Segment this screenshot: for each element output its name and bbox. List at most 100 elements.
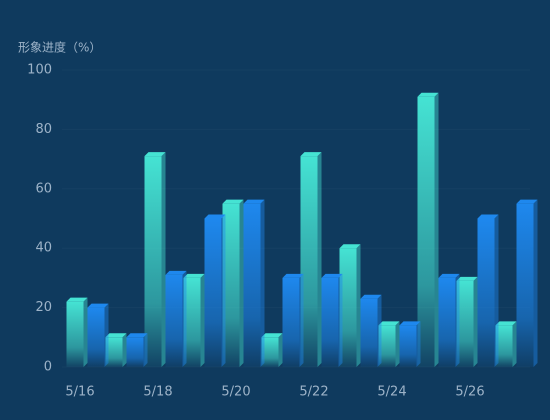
bar <box>87 307 105 367</box>
bar <box>144 156 162 367</box>
x-tick-label: 5/26 <box>455 385 484 400</box>
bar-group <box>66 297 88 367</box>
bar-side <box>182 270 187 367</box>
bar <box>222 203 240 367</box>
bar <box>282 277 300 367</box>
bar-side <box>395 321 400 367</box>
bar-group <box>105 333 127 367</box>
bar-group <box>204 214 226 367</box>
bar-top <box>378 321 400 326</box>
bar-side <box>122 333 127 367</box>
x-tick-label: 5/20 <box>221 385 250 400</box>
bar <box>417 96 435 367</box>
bar-top <box>165 270 187 275</box>
bar-group <box>399 321 421 367</box>
bar-side <box>83 297 88 367</box>
bar-side <box>356 244 361 367</box>
bar-side <box>416 321 421 367</box>
bar-top <box>321 273 343 278</box>
y-tick-label: 20 <box>35 300 52 315</box>
bar-side <box>161 152 166 367</box>
bar-top <box>183 273 205 278</box>
bar-group <box>378 321 400 367</box>
bar-group <box>438 273 460 367</box>
bar-top <box>339 244 361 249</box>
bar <box>204 218 222 367</box>
bar-side <box>317 152 322 367</box>
bar-group <box>87 303 109 367</box>
bar-group <box>300 152 322 367</box>
bar <box>300 156 318 367</box>
bar-side <box>260 199 265 367</box>
bar <box>321 277 339 367</box>
bar-group <box>144 152 166 367</box>
bar-group <box>477 214 499 367</box>
y-tick-label: 40 <box>35 241 52 256</box>
bar-group <box>516 199 538 367</box>
bar-top <box>282 273 304 278</box>
bar-group <box>417 92 439 367</box>
bar-side <box>104 303 109 367</box>
bar-side <box>338 273 343 367</box>
y-tick-label: 60 <box>35 181 52 196</box>
x-tick-label: 5/22 <box>299 385 328 400</box>
bar <box>165 274 183 367</box>
bar <box>105 337 123 367</box>
bar-top <box>144 152 166 157</box>
bar-top <box>495 321 517 326</box>
bar <box>66 301 84 367</box>
bar-group <box>126 333 148 367</box>
bar <box>339 248 357 367</box>
bar <box>438 277 456 367</box>
bar-side <box>494 214 499 367</box>
bar-group <box>456 276 478 367</box>
bar-side <box>239 199 244 367</box>
bar-top <box>516 199 538 204</box>
bar-top <box>300 152 322 157</box>
bar-top <box>477 214 499 219</box>
bar-top <box>360 294 382 299</box>
bar <box>456 280 474 367</box>
x-tick-label: 5/16 <box>65 385 94 400</box>
bar-top <box>243 199 265 204</box>
bar-top <box>105 333 127 338</box>
bar-group <box>360 294 382 367</box>
bar-group <box>339 244 361 367</box>
bar-group <box>165 270 187 367</box>
bar <box>516 203 534 367</box>
bar <box>477 218 495 367</box>
bar-side <box>377 294 382 367</box>
bar-top <box>204 214 226 219</box>
bar-side <box>278 333 283 367</box>
bar-top <box>417 92 439 97</box>
bar <box>378 325 396 367</box>
bar-side <box>473 276 478 367</box>
y-axis-title: 形象进度（%） <box>18 40 101 55</box>
y-tick-label: 0 <box>44 360 52 375</box>
bar-top <box>261 333 283 338</box>
bar-group <box>222 199 244 367</box>
bar <box>243 203 261 367</box>
bar-side <box>221 214 226 367</box>
bar <box>399 325 417 367</box>
bar-side <box>200 273 205 367</box>
bar-side <box>512 321 517 367</box>
bar-side <box>299 273 304 367</box>
bar-top <box>222 199 244 204</box>
bar-side <box>455 273 460 367</box>
bar-top <box>87 303 109 308</box>
bar-group <box>282 273 304 367</box>
bar-side <box>533 199 538 367</box>
bar-group <box>261 333 283 367</box>
y-tick-label: 100 <box>27 63 52 78</box>
bar-group <box>183 273 205 367</box>
bar-top <box>399 321 421 326</box>
bar <box>183 277 201 367</box>
bar-top <box>438 273 460 278</box>
bar <box>261 337 279 367</box>
y-tick-label: 80 <box>35 122 52 137</box>
bar <box>495 325 513 367</box>
bar-side <box>143 333 148 367</box>
bar <box>360 298 378 367</box>
